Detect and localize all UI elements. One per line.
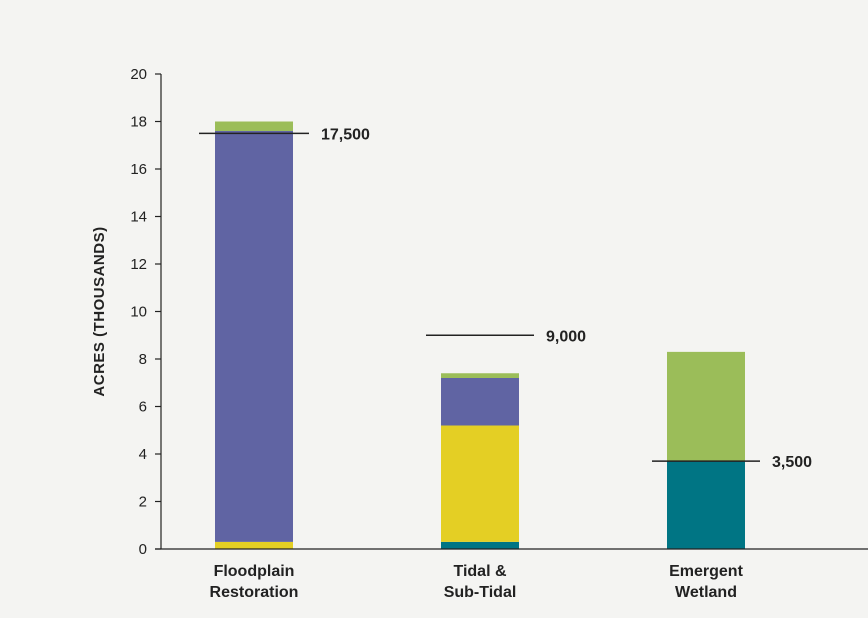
y-tick-label: 6 xyxy=(139,399,147,416)
y-tick-label: 20 xyxy=(130,66,147,83)
target-lines: 17,500 9,000 3,500 xyxy=(199,126,812,471)
bar-segment xyxy=(215,121,293,131)
y-axis-ticks: 0 2 4 6 8 10 12 14 16 18 20 xyxy=(130,66,161,558)
bar-stacks xyxy=(215,121,745,549)
y-tick-label: 2 xyxy=(139,494,147,511)
x-axis-categories: Floodplain Restoration Tidal & Sub-Tidal Eme… xyxy=(210,563,744,601)
x-category-label: Emergent xyxy=(669,563,743,580)
bar-segment xyxy=(667,351,745,462)
y-axis-title: ACRES (THOUSANDS) xyxy=(91,226,108,396)
x-category-label: Restoration xyxy=(210,584,299,601)
x-category-label: Tidal & xyxy=(453,563,506,580)
y-tick-label: 18 xyxy=(130,114,147,131)
y-tick-label: 10 xyxy=(130,304,147,321)
x-category-label: Wetland xyxy=(675,584,737,601)
bar-segment xyxy=(667,461,745,549)
bar-segment xyxy=(215,541,293,549)
bar-segment xyxy=(215,131,293,542)
target-value-label: 3,500 xyxy=(772,454,812,471)
y-tick-label: 14 xyxy=(130,209,147,226)
y-tick-label: 4 xyxy=(139,446,147,463)
y-tick-label: 0 xyxy=(139,541,147,558)
bar-segment xyxy=(441,373,519,378)
y-tick-label: 12 xyxy=(130,256,147,273)
target-value-label: 9,000 xyxy=(546,328,586,345)
x-category-label: Floodplain xyxy=(214,563,295,580)
bar-segment xyxy=(441,541,519,549)
x-category-label: Sub-Tidal xyxy=(444,584,517,601)
y-tick-label: 16 xyxy=(130,161,147,178)
bar-segment xyxy=(441,425,519,542)
y-tick-label: 8 xyxy=(139,351,147,368)
target-value-label: 17,500 xyxy=(321,126,370,143)
bar-segment xyxy=(441,378,519,426)
